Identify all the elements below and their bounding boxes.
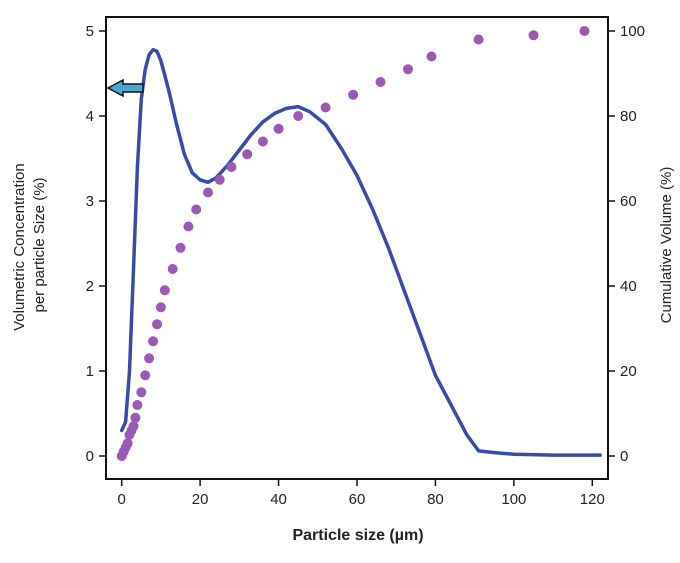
- right-axis-title: Cumulative Volume (%): [658, 167, 675, 324]
- x-axis-title: Particle size (µm): [292, 527, 423, 544]
- cumulative-volume-point: [242, 149, 253, 160]
- left-tick-label: 5: [86, 23, 94, 40]
- x-tick-label: 60: [349, 491, 366, 508]
- cumulative-volume-point: [144, 353, 155, 364]
- left-tick-label: 3: [86, 193, 94, 210]
- left-tick-label: 4: [86, 108, 94, 125]
- cumulative-volume-point: [155, 302, 166, 313]
- cumulative-volume-point: [152, 319, 162, 330]
- left-axis-title: Volumetric Concentration per particle Si…: [11, 159, 48, 331]
- x-tick-label: 20: [192, 491, 209, 508]
- cumulative-volume-point: [273, 123, 284, 134]
- cumulative-volume-point: [348, 89, 359, 100]
- cumulative-volume-point: [191, 204, 202, 215]
- left-tick-label: 1: [86, 363, 94, 380]
- cumulative-volume-point: [175, 242, 186, 253]
- left-axis-title-line-2: per particle Size (%): [31, 177, 48, 312]
- cumulative-volume-point: [159, 285, 170, 296]
- right-tick-label: 60: [620, 193, 637, 210]
- left-axis-title-line-1: Volumetric Concentration: [11, 163, 28, 331]
- left-tick-label: 0: [86, 448, 94, 465]
- cumulative-volume-point: [140, 370, 151, 381]
- cumulative-volume-point: [148, 336, 159, 347]
- cumulative-volume-point: [375, 77, 386, 87]
- cumulative-volume-point: [528, 30, 539, 41]
- cumulative-volume-point: [130, 412, 141, 423]
- cumulative-volume-point: [426, 51, 437, 62]
- cumulative-volume-point: [320, 102, 331, 113]
- right-tick-label: 20: [620, 363, 637, 380]
- left-tick-label: 2: [86, 278, 94, 295]
- right-tick-label: 100: [620, 23, 645, 40]
- cumulative-volume-point: [122, 438, 133, 449]
- cumulative-volume-point: [579, 26, 590, 36]
- concentration-line: [119, 47, 602, 457]
- cumulative-volume-point: [203, 187, 213, 198]
- cumulative-volume-point: [136, 387, 147, 398]
- cumulative-volume-point: [293, 111, 304, 121]
- x-tick-label: 0: [118, 491, 126, 508]
- left-axis-arrow: [106, 78, 144, 98]
- right-tick-label: 80: [620, 108, 637, 125]
- cumulative-volume-point: [167, 264, 178, 274]
- x-tick-label: 80: [427, 491, 444, 508]
- x-tick-label: 120: [580, 491, 605, 508]
- cumulative-volume-point: [183, 221, 194, 232]
- cumulative-volume-point: [128, 421, 139, 432]
- cumulative-volume-point: [132, 400, 143, 410]
- cumulative-volume-point: [214, 174, 225, 185]
- right-tick-label: 40: [620, 278, 637, 295]
- right-tick-label: 0: [620, 448, 628, 465]
- cumulative-volume-point: [473, 34, 484, 45]
- cumulative-volume-point: [257, 136, 268, 147]
- cumulative-volume-point: [403, 64, 413, 75]
- x-tick-label: 100: [501, 491, 526, 508]
- x-tick-label: 40: [270, 491, 287, 508]
- cumulative-volume-point: [226, 162, 237, 172]
